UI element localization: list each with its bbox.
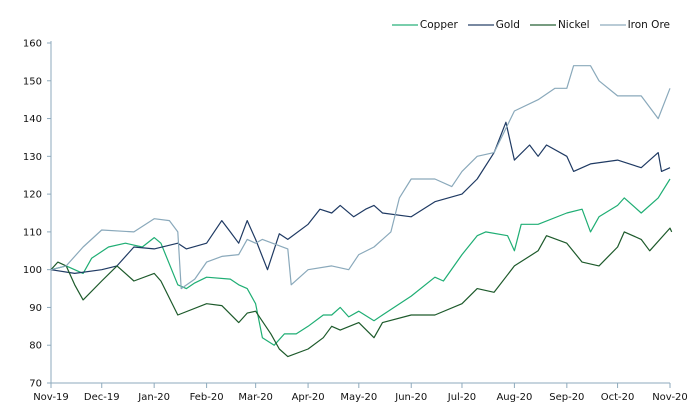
x-tick-label: Oct-20	[601, 392, 635, 403]
y-tick-label: 110	[23, 227, 42, 238]
x-tick-label: Dec-19	[84, 392, 120, 403]
x-tick-label: May-20	[340, 392, 377, 403]
legend-item: Copper	[391, 19, 458, 31]
legend-label: Gold	[495, 19, 520, 31]
x-tick-label: Nov-20	[652, 392, 688, 403]
x-tick-label: Feb-20	[190, 392, 224, 403]
legend-label: Copper	[419, 19, 458, 31]
series-line-gold	[50, 121, 671, 274]
x-tick-label: Jan-20	[137, 392, 170, 403]
series-line-iron-ore	[50, 65, 671, 290]
x-tick-label: Mar-20	[238, 392, 273, 403]
y-tick-label: 140	[23, 114, 42, 125]
legend-swatch	[467, 24, 494, 26]
legend-swatch	[599, 24, 626, 26]
series-line-nickel	[50, 227, 673, 358]
x-tick-label: Nov-19	[33, 392, 69, 403]
x-tick-label: Sep-20	[549, 392, 584, 403]
legend-label: Nickel	[557, 19, 590, 31]
y-tick-label: 120	[23, 190, 42, 201]
legend-item: Iron Ore	[599, 19, 670, 31]
legend-item: Gold	[467, 19, 520, 31]
legend-swatch	[529, 24, 556, 26]
series-line-copper	[50, 178, 671, 346]
y-tick-label: 70	[29, 379, 42, 390]
x-tick-label: Jul-20	[447, 392, 476, 403]
legend: Copper Gold Nickel Iron Ore	[391, 19, 670, 31]
x-tick-label: Jun-20	[394, 392, 427, 403]
y-tick-label: 100	[23, 265, 42, 276]
y-tick-label: 130	[23, 152, 42, 163]
legend-label: Iron Ore	[627, 19, 670, 31]
y-tick-label: 90	[29, 303, 42, 314]
legend-swatch	[391, 24, 418, 26]
x-tick-label: Apr-20	[292, 392, 325, 403]
legend-item: Nickel	[529, 19, 590, 31]
y-tick-label: 150	[23, 76, 42, 87]
x-tick-label: Aug-20	[496, 392, 532, 403]
y-tick-label: 160	[23, 39, 42, 50]
y-tick-label: 80	[29, 341, 42, 352]
